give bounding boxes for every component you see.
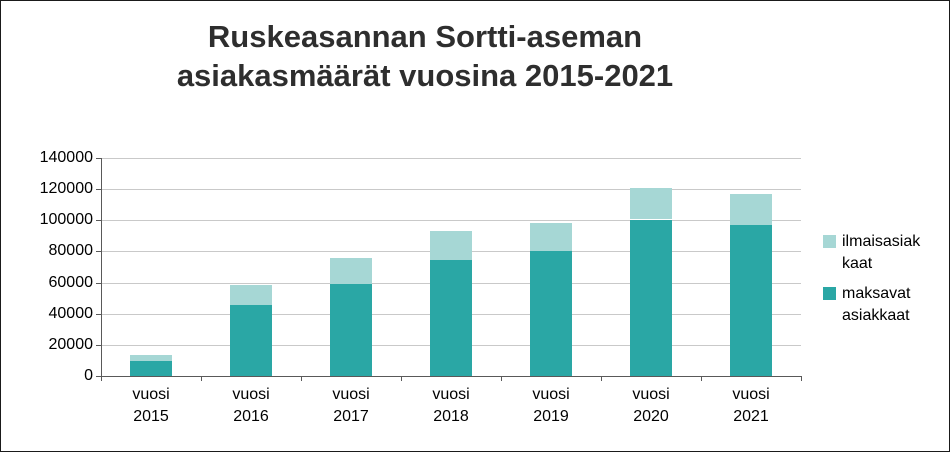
x-axis-category-label: vuosi 2017 <box>332 386 370 425</box>
legend-label-maksavat-asiakkaat: maksavat asiakkaat <box>842 285 911 324</box>
gridline <box>101 220 801 222</box>
y-axis-line <box>101 158 102 376</box>
bar-segment-ilmaisasiakkaat <box>630 187 672 220</box>
y-axis-tick-label: 100000 <box>39 211 93 229</box>
y-axis-tick-label: 120000 <box>39 180 93 198</box>
bar-segment-ilmaisasiakkaat <box>230 284 272 306</box>
chart-title: Ruskeasannan Sortti-aseman asiakasmäärät… <box>41 17 809 95</box>
bar-segment-maksavat <box>530 251 572 376</box>
x-axis-category-label: vuosi 2016 <box>232 386 270 425</box>
y-axis-tick <box>96 282 101 284</box>
gridline <box>101 189 801 191</box>
x-axis-category-label: vuosi 2019 <box>532 386 570 425</box>
x-axis-category-label: vuosi 2018 <box>432 386 470 425</box>
bar-segment-ilmaisasiakkaat <box>130 354 172 362</box>
legend-item-ilmaisasiakkaat: ilmaisasiak kaat <box>823 231 920 275</box>
x-axis-tick <box>701 376 702 381</box>
y-axis-tick <box>96 189 101 191</box>
bar-segment-maksavat <box>230 305 272 376</box>
y-axis-tick-label: 20000 <box>48 335 94 353</box>
y-axis-tick <box>96 158 101 159</box>
y-axis-tick <box>96 251 101 253</box>
chart-title-line1: Ruskeasannan Sortti-aseman <box>207 19 643 54</box>
bar-segment-maksavat <box>130 361 172 376</box>
legend: ilmaisasiak kaat maksavat asiakkaat <box>823 231 920 335</box>
bar-segment-ilmaisasiakkaat <box>730 193 772 225</box>
y-axis-tick-label: 140000 <box>39 149 93 166</box>
x-axis-tick <box>101 376 102 381</box>
bar-segment-maksavat <box>730 224 772 376</box>
y-axis-tick <box>96 376 101 377</box>
x-axis-category-label: vuosi 2015 <box>132 386 170 425</box>
bar-segment-ilmaisasiakkaat <box>330 257 372 285</box>
x-axis-tick <box>501 376 502 381</box>
x-axis-tick <box>601 376 602 381</box>
legend-label-ilmaisasiakkaat: ilmaisasiak kaat <box>842 233 921 272</box>
y-axis-tick-label: 0 <box>84 367 93 384</box>
x-axis-line <box>101 376 801 377</box>
chart-title-line2: asiakasmäärät vuosina 2015-2021 <box>176 58 674 93</box>
bar-segment-ilmaisasiakkaat <box>430 231 472 260</box>
x-axis-tick <box>201 376 202 381</box>
gridline <box>101 158 801 159</box>
bar-segment-maksavat <box>630 219 672 376</box>
x-axis-tick <box>401 376 402 381</box>
legend-item-maksavat-asiakkaat: maksavat asiakkaat <box>823 283 920 327</box>
bar-segment-maksavat <box>430 259 472 376</box>
legend-swatch-maksavat-asiakkaat <box>823 287 836 300</box>
y-axis-tick-label: 60000 <box>48 273 94 291</box>
legend-swatch-ilmaisasiakkaat <box>823 235 836 248</box>
y-axis-tick <box>96 344 101 346</box>
y-axis-tick <box>96 220 101 222</box>
y-axis-tick-label: 80000 <box>48 242 94 260</box>
bar-segment-ilmaisasiakkaat <box>530 222 572 252</box>
x-axis-category-label: vuosi 2021 <box>732 386 770 425</box>
x-axis-category-label: vuosi 2020 <box>632 386 670 425</box>
x-axis-tick <box>301 376 302 381</box>
y-axis-tick <box>96 313 101 315</box>
y-axis-tick-label: 40000 <box>48 304 94 322</box>
bar-segment-maksavat <box>330 284 372 376</box>
x-axis-tick <box>801 376 802 381</box>
